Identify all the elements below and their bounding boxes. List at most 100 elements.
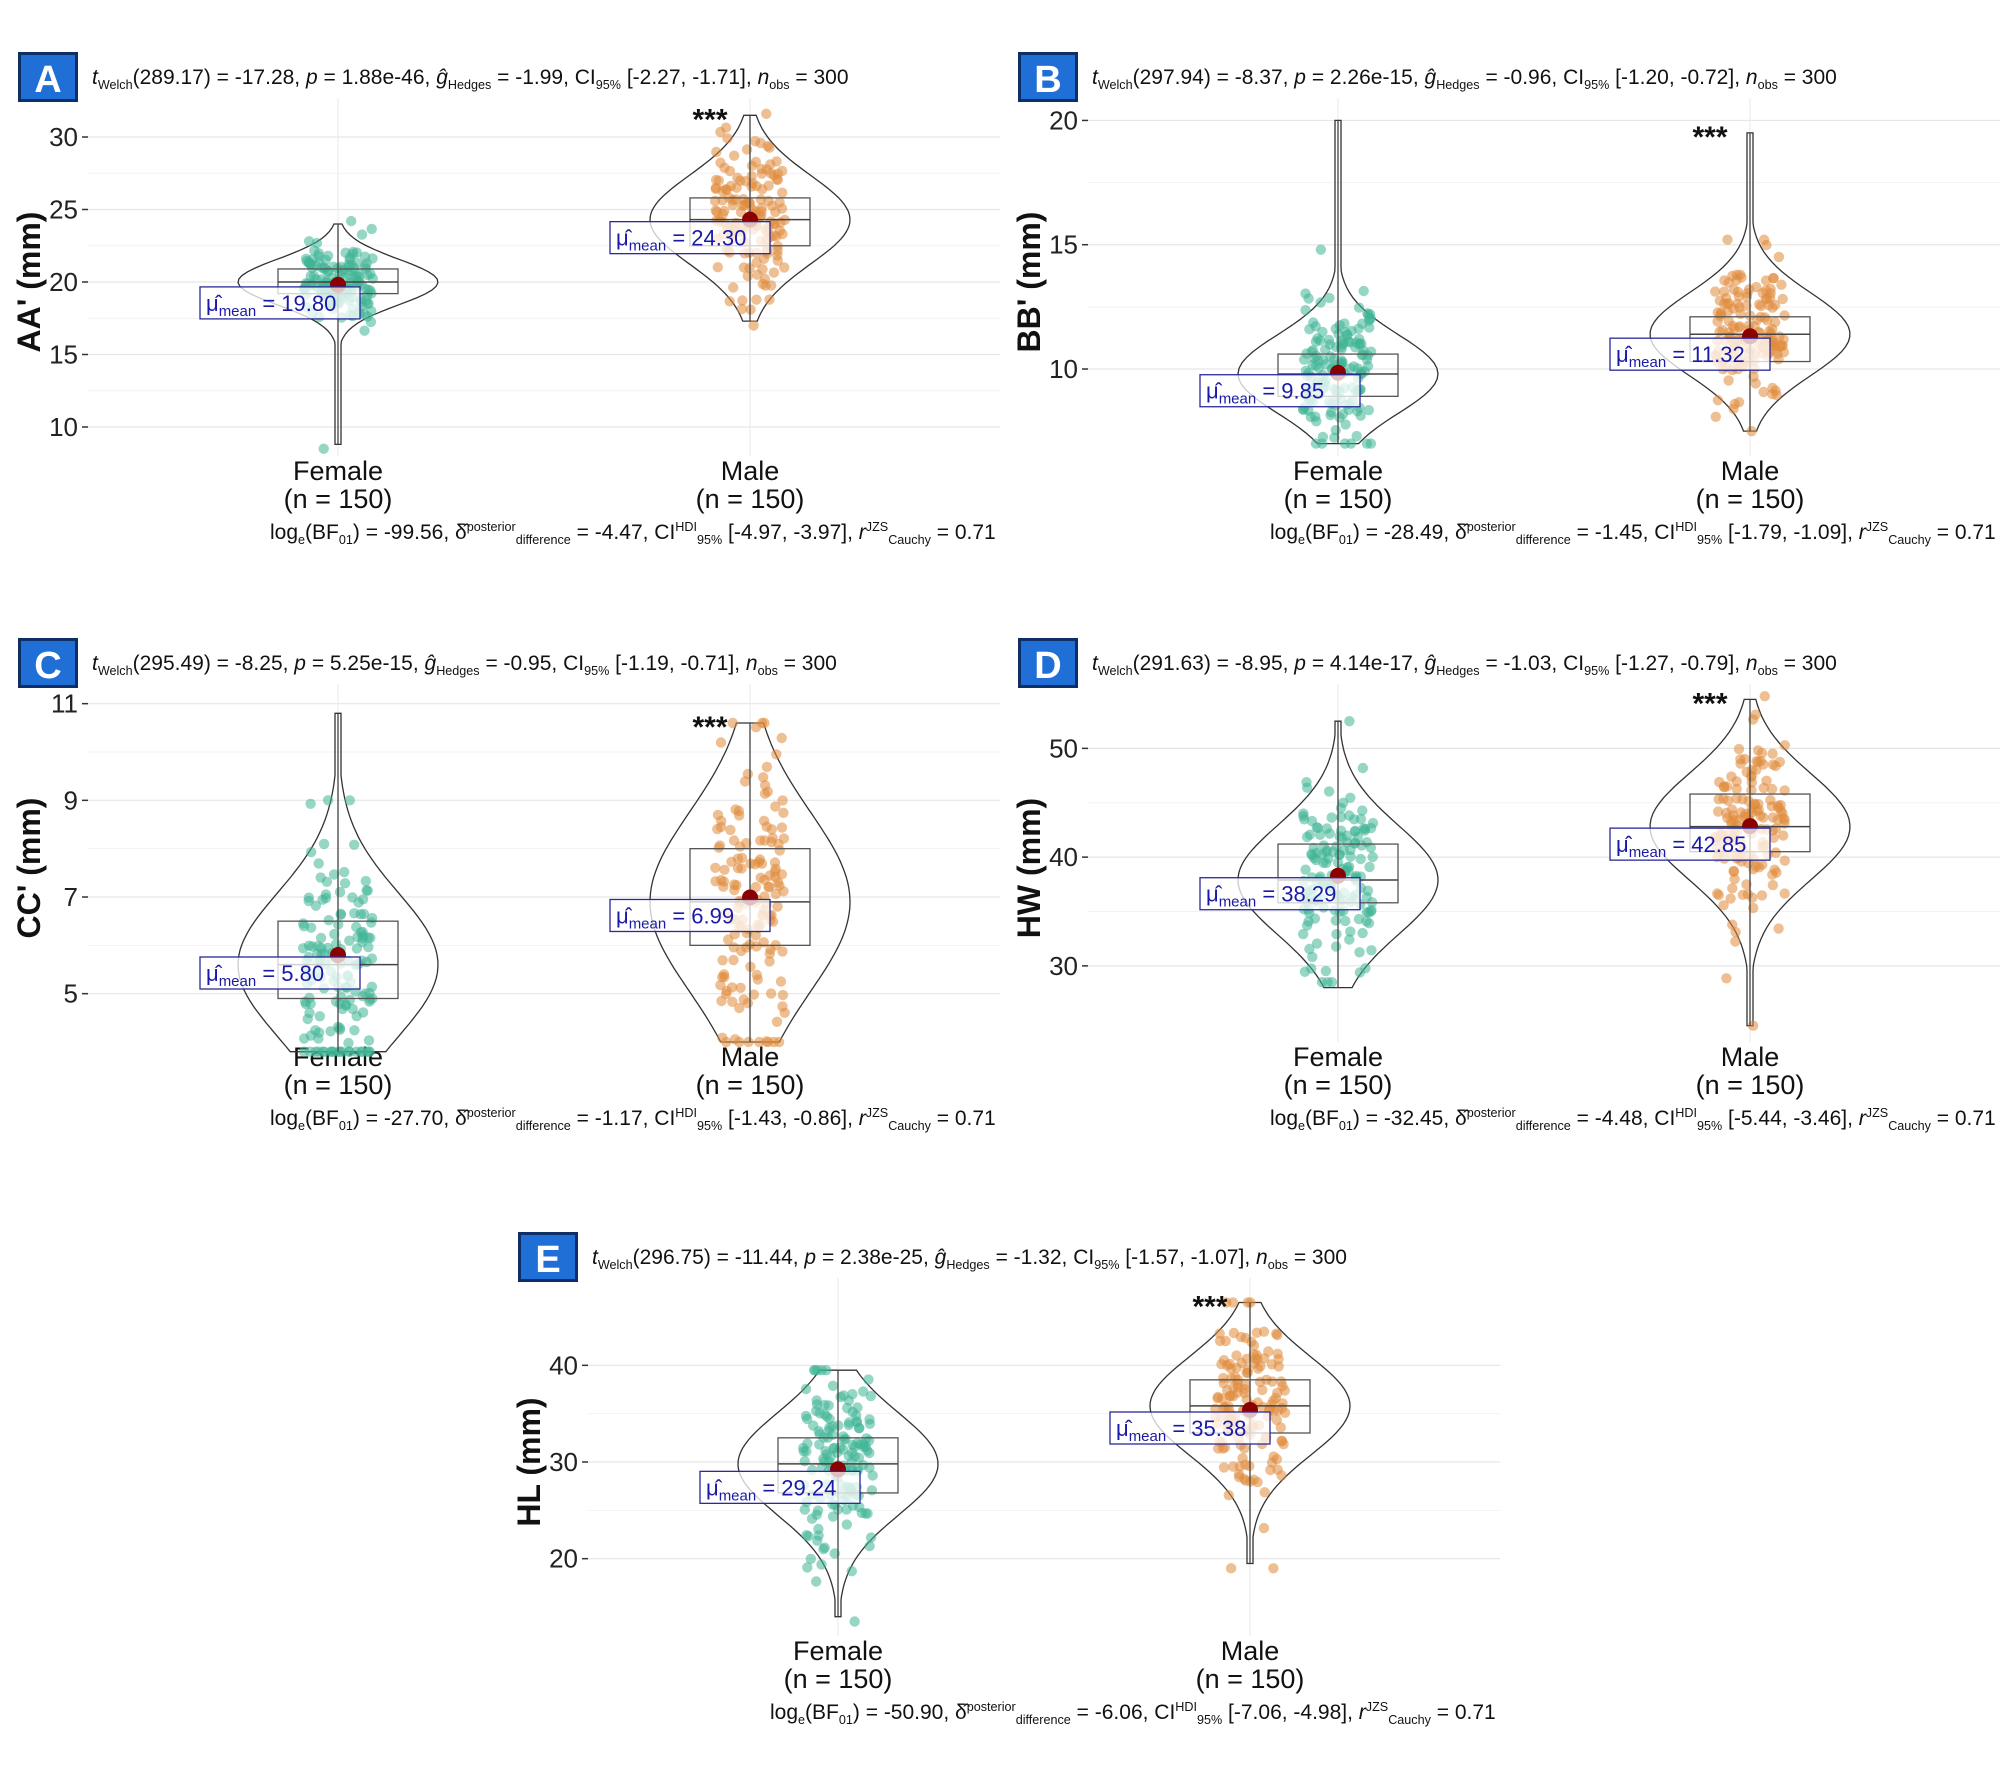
- data-point: [777, 187, 788, 198]
- data-point: [365, 268, 376, 280]
- data-point: [1298, 354, 1310, 365]
- data-point: [1248, 1474, 1259, 1485]
- data-point: [313, 1033, 324, 1044]
- data-point: [736, 303, 748, 315]
- data-point: [1779, 310, 1790, 321]
- data-point: [339, 878, 351, 889]
- data-point: [1330, 915, 1341, 926]
- data-point: [1239, 1443, 1250, 1454]
- box: [689, 848, 811, 946]
- data-point: [1734, 322, 1745, 333]
- data-point: [306, 846, 317, 858]
- mean-label: μ̂mean = 6.99: [616, 903, 734, 932]
- data-point: [1354, 947, 1365, 958]
- data-point: [770, 888, 781, 900]
- data-point: [1767, 382, 1778, 394]
- data-point: [764, 882, 775, 893]
- x-category-count: (n = 150): [696, 1070, 805, 1100]
- violin-male: [1649, 698, 1851, 1027]
- data-point: [729, 879, 740, 890]
- data-point: [1345, 926, 1356, 937]
- violin-male: [1649, 132, 1851, 432]
- data-point: [1225, 1563, 1237, 1574]
- data-point: [735, 982, 746, 993]
- y-tick-label: 20: [549, 1544, 578, 1574]
- data-point: [1329, 432, 1340, 443]
- data-point: [1214, 1328, 1225, 1339]
- data-point: [1741, 879, 1752, 890]
- data-point: [1348, 814, 1360, 825]
- data-point: [352, 257, 363, 269]
- mean-label-box: [1109, 1411, 1271, 1445]
- data-point: [721, 985, 732, 997]
- points-male: [709, 108, 790, 331]
- data-point: [728, 282, 739, 293]
- data-point: [1268, 1395, 1279, 1406]
- data-point: [1362, 360, 1374, 372]
- x-category-label: Male: [1721, 1042, 1780, 1072]
- data-point: [802, 1562, 813, 1573]
- data-point: [366, 917, 377, 928]
- data-point: [741, 144, 753, 155]
- data-point: [1298, 928, 1309, 940]
- data-point: [1324, 828, 1335, 839]
- data-point: [1758, 812, 1769, 823]
- data-point: [1726, 771, 1737, 782]
- data-point: [344, 935, 355, 946]
- data-point: [711, 146, 722, 158]
- data-point: [717, 972, 728, 983]
- panel-badge: B: [1018, 52, 1078, 102]
- data-point: [298, 921, 310, 932]
- data-point: [819, 1542, 830, 1553]
- data-point: [315, 872, 326, 883]
- data-point: [1248, 1340, 1260, 1351]
- data-point: [712, 262, 723, 273]
- data-point: [1237, 1453, 1248, 1464]
- data-point: [773, 838, 784, 850]
- data-point: [1224, 1358, 1235, 1370]
- data-point: [1746, 425, 1757, 437]
- data-point: [1773, 251, 1785, 263]
- data-point: [1350, 342, 1361, 353]
- data-point: [771, 174, 782, 185]
- data-point: [840, 1433, 851, 1444]
- data-point: [1315, 244, 1327, 255]
- data-point: [1356, 349, 1367, 361]
- data-point: [1733, 815, 1744, 826]
- data-point: [748, 989, 760, 1000]
- data-point: [1731, 793, 1742, 804]
- data-point: [344, 795, 355, 806]
- mean-label-box: [1609, 337, 1771, 371]
- data-point: [1218, 1378, 1229, 1389]
- data-point: [741, 838, 752, 849]
- data-point: [1730, 936, 1741, 947]
- x-category-count: (n = 150): [1696, 1070, 1805, 1100]
- data-point: [710, 183, 721, 194]
- y-tick-label: 30: [49, 122, 78, 152]
- data-point: [799, 1456, 810, 1467]
- mean-label: μ̂mean = 9.85: [1206, 379, 1324, 408]
- data-point: [1344, 934, 1355, 945]
- data-point: [1278, 1439, 1289, 1450]
- data-point: [1733, 743, 1745, 755]
- data-point: [1722, 812, 1733, 824]
- data-point: [1336, 343, 1347, 355]
- data-point: [754, 1036, 765, 1048]
- data-point: [1727, 883, 1738, 894]
- data-point: [1773, 802, 1784, 813]
- data-point: [758, 815, 770, 827]
- data-point: [829, 1442, 840, 1454]
- data-point: [1342, 330, 1353, 341]
- data-point: [724, 296, 735, 307]
- welch-stats-line: tWelch(295.49) = -8.25, p = 5.25e-15, ĝH…: [92, 652, 837, 679]
- data-point: [323, 266, 334, 277]
- data-point: [1334, 849, 1345, 860]
- data-point: [722, 133, 733, 144]
- data-point: [318, 443, 329, 454]
- data-point: [1242, 1367, 1253, 1378]
- y-tick-label: 40: [549, 1350, 578, 1380]
- data-point: [322, 795, 334, 806]
